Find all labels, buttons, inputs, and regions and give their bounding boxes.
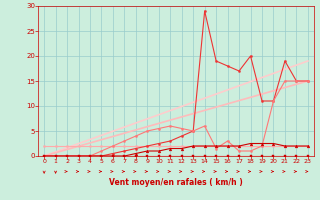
X-axis label: Vent moyen/en rafales ( km/h ): Vent moyen/en rafales ( km/h ) (109, 178, 243, 187)
